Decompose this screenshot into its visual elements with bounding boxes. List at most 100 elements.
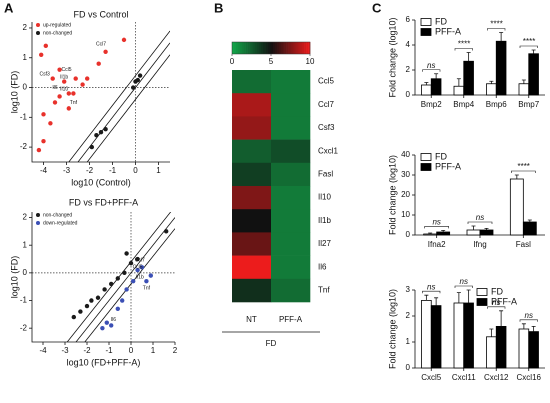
row-label: Ccl5 [318,77,335,86]
error-bar [484,228,489,230]
point [120,298,125,303]
point [122,270,127,276]
colorbar-step [298,42,301,54]
threshold-line [84,228,175,342]
point-label: Il6 [52,85,58,91]
bar [518,328,530,369]
point [135,256,140,262]
point [131,278,136,284]
y-tick-label: 0 [406,363,411,372]
x-tick-label: -4 [39,346,47,355]
point [131,85,136,90]
point [41,138,46,144]
x-tick-label: 0 [129,346,134,355]
legend-label: non-changed [43,212,72,218]
bar [421,84,432,96]
x-tick-label: -1 [109,166,117,175]
error-bar [531,326,536,332]
y-axis-label: Fold change (log10) [387,289,397,369]
heatmap-cell [232,162,272,187]
point [102,287,107,292]
significance-bracket [454,285,473,288]
y-tick-label: -2 [20,323,28,332]
y-tick-label: 1 [406,337,411,346]
y-axis-label: Fold change (log10) [387,155,397,235]
bar [495,40,507,96]
significance-label: ns [432,218,440,227]
colorbar-step [243,42,246,54]
column-label: PFF-A [279,315,303,324]
colorbar-step [294,42,297,54]
axes [31,212,175,343]
row-label: Il27 [318,239,331,248]
point [80,82,85,87]
y-tick-label: 10 [401,210,410,219]
colorbar-step [247,42,250,54]
bar [421,299,432,369]
colorbar-step [253,42,256,54]
legend-swatch [36,31,40,35]
colorbar-step [308,42,311,54]
x-tick-label: Cxcl5 [421,373,442,382]
y-tick-label: 2 [406,311,411,320]
legend-swatch [476,288,488,296]
bar [463,302,474,369]
x-tick-label: Ifna2 [428,240,446,249]
colorbar-step [292,42,295,54]
legend-label: PFF-A [435,161,461,171]
y-axis-label: Fold change (log10) [387,17,397,97]
x-axis-label: log10 (Control) [71,177,131,187]
heatmap-cell [271,186,311,210]
y-tick-label: 1 [23,240,28,249]
significance-bracket [422,69,441,72]
error-bar [531,49,536,54]
y-tick-label: 40 [401,150,410,159]
bar [453,85,465,96]
legend-swatch [36,23,40,27]
significance-bracket [467,221,493,224]
error-bar [456,292,461,303]
y-tick-label: 2 [23,23,28,32]
error-bar [489,328,494,337]
error-bar [434,73,439,79]
colorbar-step [278,42,282,54]
significance-label: **** [490,20,503,29]
error-bar [466,289,471,303]
significance-label: ns [427,61,435,70]
point [148,273,153,278]
point-label: Tnf [70,100,78,106]
colorbar-step [290,42,293,54]
heatmap-cell [232,139,272,164]
heatmap-cell [271,209,311,233]
error-bar [514,174,519,179]
point [73,76,78,81]
legend-label: FD [435,151,447,161]
colorbar-step [237,42,241,54]
point-label: Tnf [143,285,151,291]
colorbar-step [235,42,239,54]
point [48,121,53,126]
error-bar [489,80,494,84]
point [71,314,77,320]
error-bar [424,294,429,301]
error-bar [499,32,504,42]
row-label: Ccl7 [318,100,335,109]
heatmap-cell [232,255,272,280]
heatmap-cell [271,70,311,94]
x-tick-label: 1 [156,166,161,175]
point [103,49,108,54]
y-tick-label: -1 [20,112,28,121]
x-axis-label: log10 (FD+PFF-A) [67,357,141,367]
heatmap-cell [232,209,272,233]
colorbar-step [269,42,272,54]
point [52,100,58,105]
bar [436,231,451,236]
y-tick-label: 3 [406,285,411,294]
axes [31,22,170,163]
y-tick-label: 0 [23,268,28,277]
point [100,325,105,331]
colorbar-step [304,42,307,54]
bar [423,233,438,236]
point-label: Il1b [136,274,144,280]
row-label: Tnf [318,286,330,295]
